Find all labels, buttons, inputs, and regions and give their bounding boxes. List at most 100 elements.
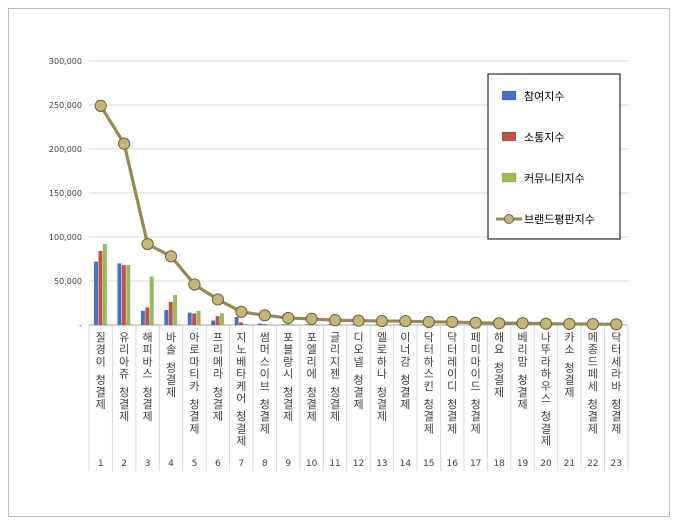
bar [164,309,169,326]
category-number: 20 [540,459,552,469]
y-tick-label: 100,000 [49,233,82,242]
data-point [94,99,107,112]
category-number: 2 [121,459,127,469]
data-point [539,317,553,330]
bar [313,324,318,326]
bar [304,324,310,326]
category-number: 23 [611,459,622,469]
data-point [469,316,482,329]
category-number: 8 [262,459,268,469]
bar [281,324,286,326]
data-point [563,317,576,331]
bar [192,313,197,326]
legend-swatch [501,172,517,183]
data-point [188,278,201,291]
data-point [211,293,224,306]
bar [196,310,201,326]
category-number: 7 [238,459,244,469]
category-number: 21 [564,459,575,469]
category-number: 3 [145,459,151,469]
legend-label: 브랜드평판지수 [524,213,595,226]
category-number: 16 [447,459,459,469]
bar [266,324,271,326]
y-tick-label: 50,000 [54,277,82,286]
data-point [305,312,318,325]
category-number: 13 [376,459,387,469]
bar [149,276,154,326]
data-point [141,237,154,251]
bar [290,324,295,326]
data-point [399,314,412,328]
y-tick-label: 250,000 [49,101,82,110]
bar [145,307,150,326]
category-number: 15 [423,459,434,469]
category-number: 5 [192,459,198,469]
category-number: 14 [400,459,412,469]
bar [93,261,99,326]
data-point [235,305,248,318]
category-number: 10 [306,459,318,469]
data-point [610,318,623,331]
legend-label: 커뮤니티지수 [524,172,585,185]
bar [98,250,103,326]
category-number: 9 [285,459,291,469]
legend-label: 소통지수 [524,131,564,144]
legend-swatch [501,90,517,101]
legend-box [487,73,621,240]
bar [187,312,192,326]
data-point [258,309,271,322]
category-number: 6 [215,459,221,469]
y-tick-label: 150,000 [49,189,82,198]
bar [238,322,244,326]
bar [257,323,263,326]
bar [219,313,225,326]
bar [262,323,267,326]
category-number: 12 [353,459,364,469]
data-point [328,314,342,327]
bar [234,316,239,326]
bar [243,323,248,326]
y-tick-label: 200,000 [49,145,82,154]
bar [126,264,131,326]
data-point [493,317,506,330]
category-number: 17 [470,459,481,469]
bar [140,310,145,326]
data-point [282,311,295,325]
data-point [516,317,529,330]
bar [173,294,178,326]
category-number: 19 [517,459,529,469]
bar [285,324,290,326]
data-point [375,314,389,328]
category-number: 18 [493,459,505,469]
legend-marker [504,214,514,224]
chart: - 50,000 100,000 150,000 200,000 250,000 300,0… [49,57,629,471]
category-number: 1 [98,459,104,469]
data-point [446,315,459,329]
data-point [586,318,599,331]
bar [117,263,122,326]
data-point [164,250,178,263]
bar [211,320,216,326]
category-number: 4 [168,459,174,469]
bar [102,243,107,326]
legend-label: 참여지수 [524,90,564,103]
y-tick-label: - [79,321,82,330]
